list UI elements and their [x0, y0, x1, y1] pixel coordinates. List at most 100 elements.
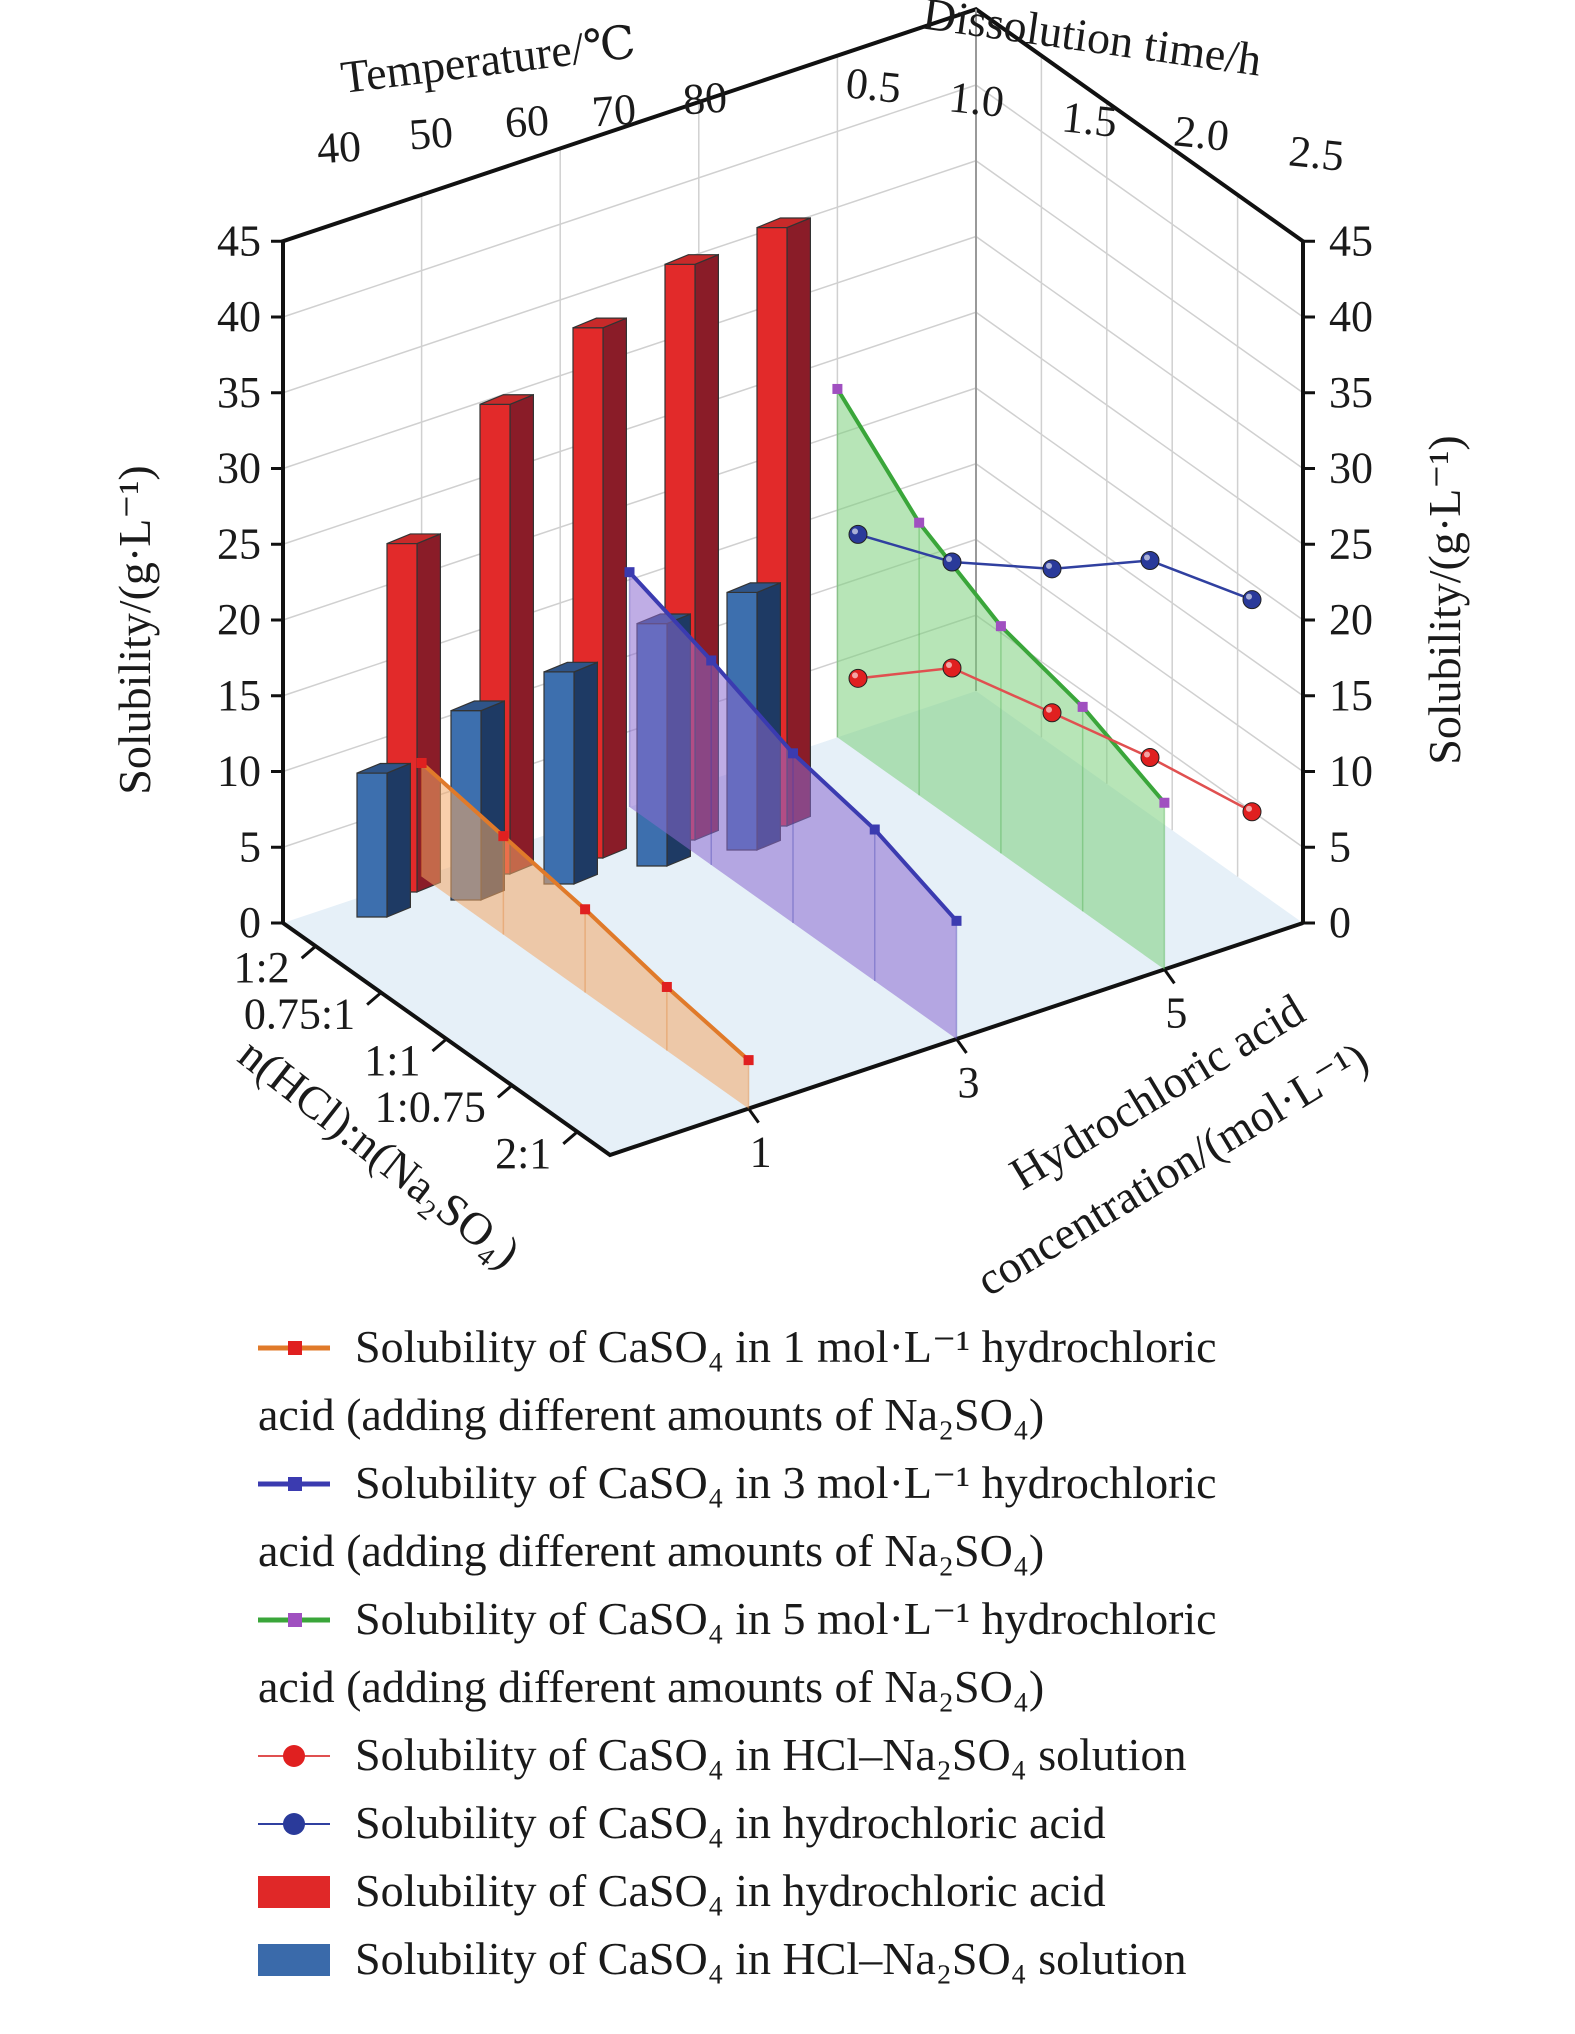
- time-tick: 2.0: [1172, 106, 1232, 160]
- y-tick-right: 35: [1329, 368, 1373, 417]
- legend-label: acid (adding different amounts of Na₂SO₄…: [258, 1389, 1044, 1440]
- y-tick-left: 5: [239, 822, 261, 871]
- dissolution-time-lines: [848, 524, 1262, 822]
- legend-label: Solubility of CaSO₄ in 1 mol·L⁻¹ hydroch…: [355, 1321, 1217, 1372]
- time-line-hcl-na2so4: [848, 658, 1262, 822]
- ratio-point: [498, 831, 509, 842]
- y-tick-left: 20: [217, 595, 261, 644]
- blue-bar: [543, 661, 599, 885]
- ratio-point: [832, 383, 843, 394]
- time-point: [1140, 747, 1160, 767]
- legend-box-icon: [258, 1876, 330, 1908]
- temperature-tick: 50: [407, 108, 454, 160]
- legend-label: Solubility of CaSO₄ in 5 mol·L⁻¹ hydroch…: [355, 1593, 1217, 1644]
- legend-item: Solubility of CaSO₄ in HCl–Na₂SO₄ soluti…: [258, 1933, 1186, 1984]
- y-tick-right: 45: [1329, 216, 1373, 265]
- blue-bar: [356, 762, 411, 918]
- legend-square-icon: [288, 1613, 302, 1627]
- legend-ball-icon: [283, 1745, 305, 1767]
- ratio-tick-mark: [366, 991, 383, 1006]
- time-point: [1042, 703, 1062, 723]
- legend-item: Solubility of CaSO₄ in 5 mol·L⁻¹ hydroch…: [258, 1593, 1217, 1712]
- time-point: [1242, 802, 1262, 822]
- legend-label: Solubility of CaSO₄ in hydrochloric acid: [355, 1797, 1106, 1848]
- time-tick: 0.5: [844, 58, 904, 112]
- ratio-point: [788, 748, 798, 759]
- ratio-point: [416, 757, 427, 768]
- conc-tick-mark: [747, 1107, 760, 1124]
- legend-box-icon: [258, 1944, 330, 1976]
- ratio-point: [914, 517, 925, 528]
- right-y-axis-title: Solubility/(g·L⁻¹): [1419, 435, 1470, 764]
- legend-label: Solubility of CaSO₄ in HCl–Na₂SO₄ soluti…: [355, 1729, 1186, 1780]
- conc-tick-mark: [955, 1038, 968, 1054]
- conc-tick: 3: [958, 1058, 980, 1107]
- y-tick-right: 20: [1329, 595, 1373, 644]
- left-y-axis-title: Solubility/(g·L⁻¹): [109, 465, 160, 794]
- ratio-point: [706, 655, 717, 666]
- y-tick-right: 15: [1329, 671, 1373, 720]
- conc-tick: 5: [1165, 988, 1187, 1037]
- legend-square-icon: [288, 1477, 302, 1491]
- ratio-point: [869, 824, 880, 835]
- ratio-tick-mark: [496, 1084, 513, 1099]
- ratio-tick: 1:2: [233, 943, 289, 992]
- ratio-tick: 1:1: [364, 1036, 420, 1085]
- y-tick-right: 25: [1329, 519, 1373, 568]
- y-tick-left: 15: [217, 671, 261, 720]
- time-point: [848, 524, 868, 544]
- time-point: [1140, 551, 1160, 571]
- ratio-point: [624, 567, 635, 578]
- time-tick: 2.5: [1287, 126, 1347, 180]
- temperature-tick: 70: [590, 85, 637, 137]
- ratio-point: [1159, 797, 1170, 808]
- ratio-point: [661, 981, 672, 992]
- time-tick: 1.0: [947, 72, 1007, 126]
- ratio-point: [580, 904, 591, 915]
- floor-edge: [281, 921, 1304, 1158]
- legend-item: Solubility of CaSO₄ in HCl–Na₂SO₄ soluti…: [258, 1729, 1186, 1780]
- legend-ball-icon: [283, 1813, 305, 1835]
- legend-label: Solubility of CaSO₄ in 3 mol·L⁻¹ hydroch…: [355, 1457, 1217, 1508]
- legend-label: acid (adding different amounts of Na₂SO₄…: [258, 1661, 1044, 1712]
- y-tick-right: 40: [1329, 292, 1373, 341]
- y-tick-right: 30: [1329, 444, 1373, 493]
- y-tick-right: 5: [1329, 822, 1351, 871]
- legend-square-icon: [288, 1341, 302, 1355]
- ratio-tick-mark: [431, 1037, 448, 1053]
- legend-item: Solubility of CaSO₄ in hydrochloric acid: [258, 1797, 1106, 1848]
- legend: Solubility of CaSO₄ in 1 mol·L⁻¹ hydroch…: [258, 1321, 1217, 1984]
- time-axis-title: Dissolution time/h: [920, 0, 1265, 86]
- legend-label: Solubility of CaSO₄ in HCl–Na₂SO₄ soluti…: [355, 1933, 1186, 1984]
- time-point: [1242, 590, 1262, 610]
- ribbon-1mol: [416, 757, 754, 1109]
- time-point: [942, 658, 962, 678]
- ratio-point: [743, 1055, 754, 1066]
- legend-item: Solubility of CaSO₄ in hydrochloric acid: [258, 1865, 1106, 1916]
- legend-label: acid (adding different amounts of Na₂SO₄…: [258, 1525, 1044, 1576]
- ribbon-3mol: [624, 567, 962, 1039]
- legend-item: Solubility of CaSO₄ in 3 mol·L⁻¹ hydroch…: [258, 1457, 1217, 1576]
- conc-tick: 1: [750, 1128, 772, 1177]
- ratio-ribbons: [416, 383, 1170, 1109]
- ratio-tick: 2:1: [495, 1129, 551, 1178]
- y-tick-left: 35: [217, 368, 261, 417]
- y-tick-right: 10: [1329, 747, 1373, 796]
- y-tick-left: 40: [217, 292, 261, 341]
- ratio-point: [951, 915, 962, 926]
- temperature-tick: 60: [503, 96, 550, 148]
- legend-item: Solubility of CaSO₄ in 1 mol·L⁻¹ hydroch…: [258, 1321, 1217, 1440]
- conc-tick-mark: [1163, 968, 1176, 985]
- y-tick-left: 10: [217, 747, 261, 796]
- ratio-point: [1077, 701, 1088, 712]
- ratio-tick-mark: [562, 1130, 579, 1145]
- y-tick-left: 25: [217, 519, 261, 568]
- ratio-tick: 0.75:1: [244, 990, 355, 1039]
- y-tick-left: 30: [217, 444, 261, 493]
- time-point: [1042, 559, 1062, 579]
- y-tick-left: 0: [239, 898, 261, 947]
- legend-label: Solubility of CaSO₄ in hydrochloric acid: [355, 1865, 1106, 1916]
- ratio-point: [995, 621, 1006, 632]
- time-point: [942, 552, 962, 572]
